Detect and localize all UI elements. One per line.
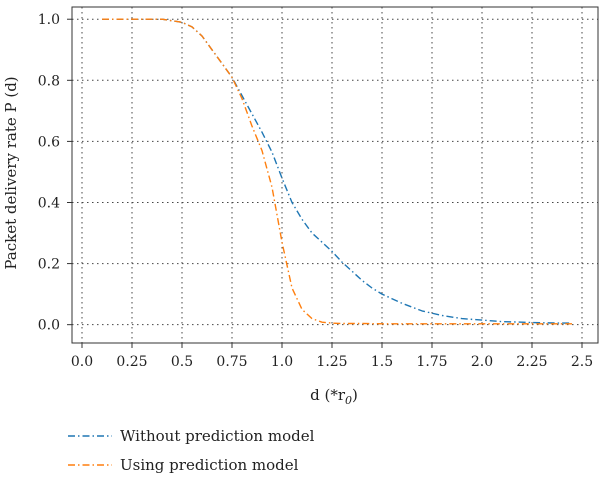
y-tick-label: 1.0 (38, 12, 60, 28)
x-axis-label-sub: 0 (345, 394, 352, 407)
x-tick-label: 0.5 (171, 354, 193, 370)
y-tick-label: 0.6 (38, 134, 60, 150)
series-line-1 (102, 18, 572, 325)
series-line-0 (102, 18, 572, 324)
y-tick-label: 0.2 (38, 257, 60, 273)
tick-layer: 0.0 0.25 0.5 0.75 1.0 1.25 1.5 1.75 2.0 2.25 2.5 0.… (38, 12, 593, 370)
x-tick-label: 0.25 (116, 354, 147, 370)
x-tick-label: 1.5 (371, 354, 393, 370)
x-tick-label: 2.0 (471, 354, 493, 370)
grid-layer (72, 7, 598, 343)
legend-label-without-prediction: Without prediction model (120, 427, 315, 445)
y-tick-label: 0.4 (38, 195, 60, 211)
x-tick-label: 1.25 (316, 354, 347, 370)
x-axis-label: d (*r0) (310, 386, 358, 407)
legend: Without prediction model Using predictio… (68, 427, 315, 474)
x-tick-label: 1.0 (271, 354, 293, 370)
x-tick-label: 0.75 (216, 354, 247, 370)
x-tick-label: 1.75 (416, 354, 447, 370)
y-axis-label: Packet delivery rate P (d) (2, 76, 20, 269)
x-tick-label: 2.5 (571, 354, 593, 370)
y-tick-label: 0.0 (38, 318, 60, 334)
legend-label-using-prediction: Using prediction model (120, 456, 299, 474)
x-tick-label: 0.0 (71, 354, 93, 370)
x-axis-label-main: d (*r (310, 386, 346, 404)
y-tick-label: 0.8 (38, 73, 60, 89)
plot-frame (71, 6, 599, 344)
x-tick-label: 2.25 (516, 354, 547, 370)
series-layer (102, 18, 572, 325)
x-axis-label-close: ) (352, 386, 358, 404)
